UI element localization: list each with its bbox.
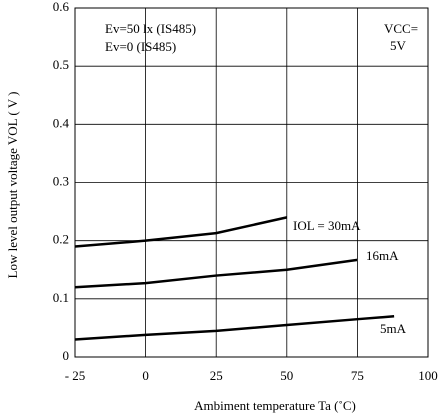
annotation: Ev=0 (IS485) (105, 39, 176, 54)
y-tick-label: 0.6 (53, 0, 70, 14)
series-label: IOL = 30mA (293, 218, 361, 233)
y-tick-label: 0.5 (53, 57, 69, 72)
y-tick-label: 0.4 (53, 115, 70, 130)
x-tick-label: 100 (418, 368, 438, 383)
series-label: 5mA (380, 321, 407, 336)
annotation: 5V (390, 38, 407, 53)
x-tick-label: 25 (210, 368, 223, 383)
y-tick-label: 0.2 (53, 232, 69, 247)
annotation: VCC= (384, 21, 418, 36)
y-tick-label: 0.1 (53, 290, 69, 305)
x-tick-label: 0 (142, 368, 149, 383)
series-line (74, 216, 288, 248)
x-axis-label: Ambiment temperature Ta (˚C) (194, 398, 356, 413)
x-tick-label: 75 (351, 368, 364, 383)
x-tick-label: 50 (280, 368, 293, 383)
plot-frame (74, 7, 429, 358)
series-line (74, 315, 395, 341)
series-label: 16mA (366, 248, 399, 263)
y-tick-label: 0.3 (53, 173, 69, 188)
series-line (74, 258, 358, 289)
y-axis-label: Low level output voltage VOL ( V ) (5, 92, 20, 279)
annotation: Ev=50 lx (IS485) (105, 21, 196, 36)
y-tick-label: 0 (63, 348, 70, 363)
x-tick-label: - 25 (65, 368, 86, 383)
